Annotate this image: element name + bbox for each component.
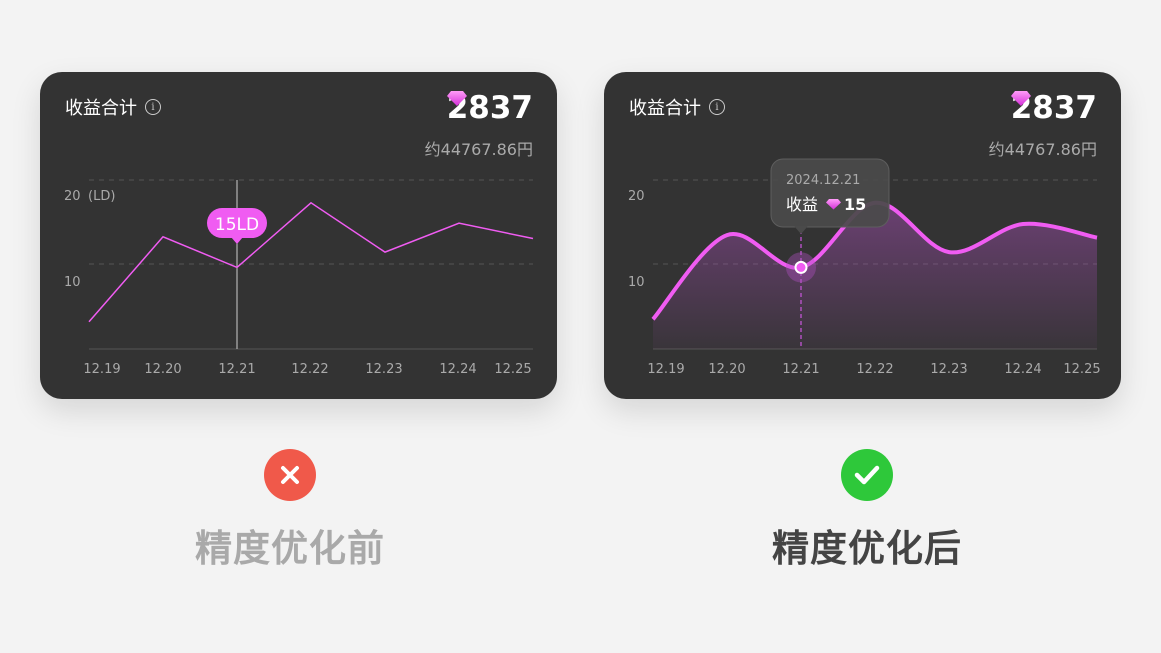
x-tick-label: 12.22	[291, 362, 328, 377]
y-tick-label: 10	[64, 275, 81, 290]
approx-value: 约44767.86円	[424, 140, 533, 159]
x-tick-label: 12.19	[83, 362, 120, 377]
value-tooltip	[207, 208, 267, 238]
x-tick-label: 12.19	[647, 362, 684, 377]
gem-icon	[1010, 91, 1031, 106]
tooltip-label: 收益	[786, 195, 818, 214]
x-icon	[264, 449, 316, 501]
card-before: 20 10 (LD) 12.19 12.20 12.21 12.22 12.23 12.24 12…	[40, 72, 557, 399]
card-title: 收益合计 i	[65, 94, 161, 120]
x-tick-label: 12.24	[1004, 362, 1041, 377]
value-tooltip	[770, 158, 890, 228]
x-tick-label: 12.25	[1063, 362, 1100, 377]
y-tick-label: 20	[64, 189, 81, 204]
y-tick-label: 10	[628, 275, 645, 290]
chart-after: 20 10 12.19 12.20 12.21 12.22 12.23 12.24 12.25 2…	[628, 158, 1101, 377]
card-after: 20 10 12.19 12.20 12.21 12.22 12.23 12.24 12.25 2…	[604, 72, 1121, 399]
x-tick-label: 12.23	[365, 362, 402, 377]
card-title: 收益合计 i	[629, 94, 725, 120]
caption-after: 精度优化后	[772, 527, 962, 570]
highlight-point	[794, 260, 808, 274]
tooltip-date: 2024.12.21	[786, 173, 860, 188]
tooltip-pointer	[231, 237, 243, 244]
approx-value: 约44767.86円	[988, 140, 1097, 159]
check-icon	[841, 449, 893, 501]
x-tick-label: 12.21	[218, 362, 255, 377]
tooltip-label: 15LD	[215, 215, 259, 235]
y-unit-label: (LD)	[88, 189, 115, 204]
x-tick-label: 12.20	[144, 362, 181, 377]
x-tick-label: 12.22	[856, 362, 893, 377]
x-tick-label: 12.24	[439, 362, 476, 377]
x-tick-label: 12.21	[782, 362, 819, 377]
info-icon[interactable]: i	[709, 99, 725, 115]
tooltip-pointer	[794, 226, 808, 234]
title-text: 收益合计	[629, 98, 701, 119]
tooltip-value: 15	[844, 195, 866, 214]
chart-before: 20 10 (LD) 12.19 12.20 12.21 12.22 12.23 12.24 12…	[64, 179, 534, 377]
x-tick-label: 12.25	[494, 362, 531, 377]
total: 2837	[446, 90, 533, 126]
x-tick-label: 12.23	[930, 362, 967, 377]
info-icon[interactable]: i	[145, 99, 161, 115]
series-area	[653, 202, 1097, 349]
caption-before: 精度优化前	[195, 527, 385, 570]
gem-icon	[826, 199, 841, 210]
y-tick-label: 20	[628, 189, 645, 204]
series-line	[88, 201, 534, 323]
total: 2837	[1010, 90, 1097, 126]
title-text: 收益合计	[65, 98, 137, 119]
gem-icon	[446, 91, 467, 106]
x-tick-label: 12.20	[708, 362, 745, 377]
